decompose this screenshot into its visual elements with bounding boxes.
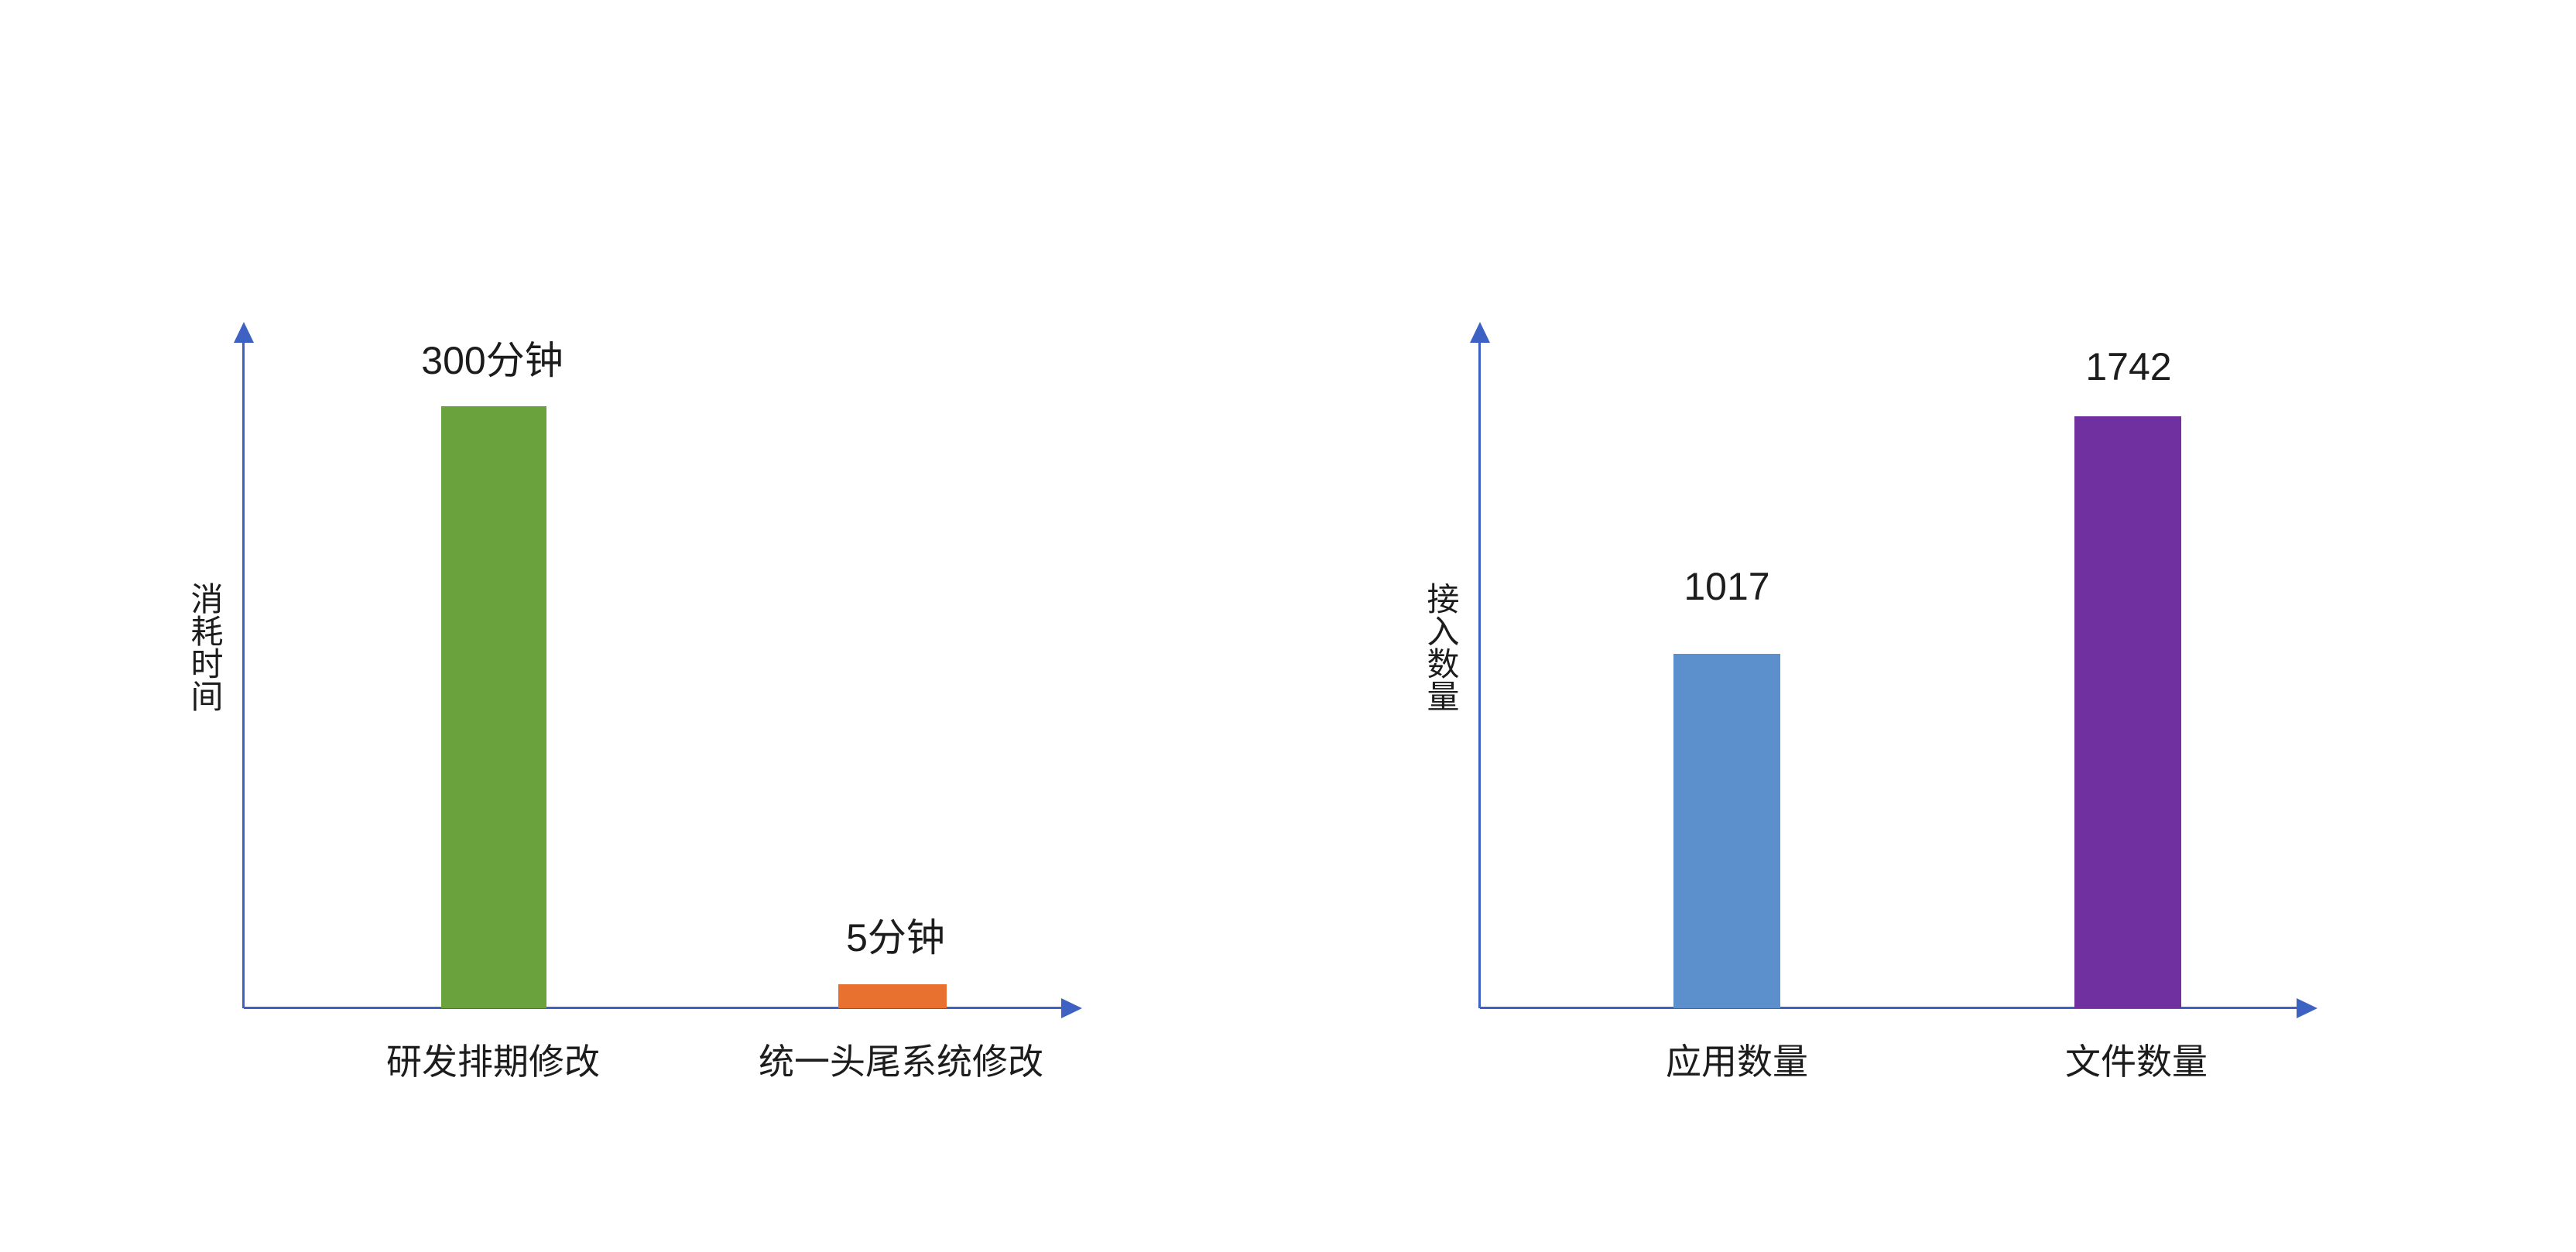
y-axis-line [1478,340,1481,1008]
y-axis-line [242,340,245,1008]
x-axis-arrow-right-icon [2297,998,2317,1018]
x-axis-line [244,1007,1063,1009]
category-label: 研发排期修改 [386,1042,600,1082]
category-label: 统一头尾系统修改 [759,1042,1043,1082]
value-label: 1017 [1684,565,1770,608]
bar-unified-header-footer-modify [838,984,947,1008]
value-label: 5分钟 [846,916,945,960]
bar-dev-schedule-modify [441,406,546,1008]
category-label: 应用数量 [1666,1042,1808,1082]
y-axis-title: 消耗时间 [187,582,223,712]
value-label: 300分钟 [421,339,564,382]
bar-app-count [1673,654,1780,1008]
y-axis-arrow-up-icon [1470,322,1490,343]
value-label: 1742 [2085,345,2172,388]
x-axis-line [1480,1007,2297,1009]
y-axis-title: 接入数量 [1423,582,1459,712]
x-axis-arrow-right-icon [1061,998,1082,1018]
bar-file-count [2074,416,2181,1008]
category-label: 文件数量 [2065,1042,2208,1082]
y-axis-arrow-up-icon [234,322,254,343]
